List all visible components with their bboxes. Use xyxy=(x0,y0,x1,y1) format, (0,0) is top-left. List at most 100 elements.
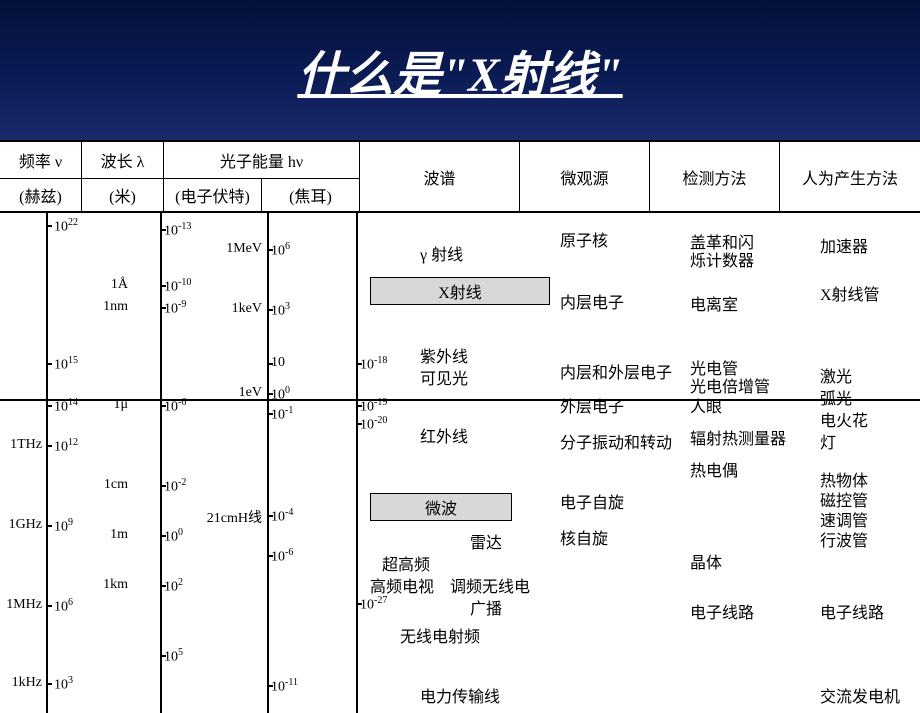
produce-item: 电火花 xyxy=(820,407,868,431)
wave-value: 102 xyxy=(164,577,183,596)
hdr-detect-lbl: 检测方法 xyxy=(682,149,746,205)
joule-value: 10-18 xyxy=(360,355,387,374)
hdr-source: 微观源 xyxy=(520,142,650,211)
detect-item: 电离室 xyxy=(690,291,738,315)
joule-value: 10-19 xyxy=(360,397,387,416)
ev-value: 10 xyxy=(271,355,285,371)
hdr-energy-top: 光子能量 hν xyxy=(220,142,303,178)
axis-line xyxy=(46,213,48,713)
hdr-spectrum-lbl: 波谱 xyxy=(423,149,455,205)
source-item: 内层电子 xyxy=(560,289,624,313)
tick-mark xyxy=(46,525,52,527)
freq-value: 1015 xyxy=(54,355,78,374)
produce-item: 电子线路 xyxy=(820,599,884,623)
hdr-energy: 光子能量 hν (电子伏特) (焦耳) xyxy=(164,142,360,211)
spectrum-item: 超高频 xyxy=(382,551,430,575)
axis-line xyxy=(356,213,358,713)
source-item: 核自旋 xyxy=(560,525,608,549)
wave-name: 1μ xyxy=(113,397,128,413)
wave-value: 10-2 xyxy=(164,477,186,496)
page-title: 什么是"X射线" xyxy=(297,35,622,105)
produce-item: 行波管 xyxy=(820,527,868,551)
wave-name: 1m xyxy=(110,527,128,543)
ev-value: 106 xyxy=(271,241,290,260)
produce-item: 灯 xyxy=(820,429,836,453)
produce-item: 交流发电机 xyxy=(820,683,900,707)
ev-name: 1eV xyxy=(239,385,262,401)
wave-value: 100 xyxy=(164,527,183,546)
highlight-band: X射线 xyxy=(370,277,550,305)
hdr-produce: 人为产生方法 xyxy=(780,142,920,211)
visible-light-line xyxy=(0,399,920,401)
detect-item: 热电偶 xyxy=(690,457,738,481)
source-item: 分子振动和转动 xyxy=(560,429,672,453)
ev-name: 1keV xyxy=(232,301,262,317)
wave-name: 1cm xyxy=(104,477,128,493)
table-header: 频率 ν (赫兹) 波长 λ (米) 光子能量 hν (电子伏特) (焦耳) 波… xyxy=(0,140,920,213)
source-item: 电子自旋 xyxy=(560,489,624,513)
axis-line xyxy=(160,213,162,713)
freq-value: 1022 xyxy=(54,217,78,236)
tick-mark xyxy=(46,405,52,407)
produce-item: X射线管 xyxy=(820,281,880,305)
spectrum-chart: 10221015101410121THz1091GHz1061MHz1031kH… xyxy=(0,213,920,713)
produce-item: 弧光 xyxy=(820,385,852,409)
freq-value: 1014 xyxy=(54,397,78,416)
produce-item: 加速器 xyxy=(820,233,868,257)
wave-value: 10-13 xyxy=(164,221,191,240)
wave-name: 1km xyxy=(103,577,128,593)
hdr-freq-top: 频率 ν xyxy=(19,142,62,178)
highlight-band: 微波 xyxy=(370,493,512,521)
ev-value: 10-6 xyxy=(271,547,293,566)
spectrum-item: 无线电射频 xyxy=(400,623,480,647)
ev-value: 103 xyxy=(271,301,290,320)
joule-value: 10-27 xyxy=(360,595,387,614)
wave-value: 105 xyxy=(164,647,183,666)
detect-item: 电子线路 xyxy=(690,599,754,623)
hdr-energy-sub2: (焦耳) xyxy=(262,179,359,211)
wave-value: 10-6 xyxy=(164,397,186,416)
hdr-detect: 检测方法 xyxy=(650,142,780,211)
wave-name: 1nm xyxy=(103,299,128,315)
freq-name: 1GHz xyxy=(9,517,42,533)
hdr-freq-sub: (赫兹) xyxy=(0,179,81,211)
hdr-wave-sub: (米) xyxy=(82,179,163,211)
source-item: 外层电子 xyxy=(560,393,624,417)
hdr-wave-top: 波长 λ xyxy=(101,142,145,178)
spectrum-item: 高频电视 xyxy=(370,573,434,597)
ev-value: 10-11 xyxy=(271,677,298,696)
freq-value: 109 xyxy=(54,517,73,536)
spectrum-item: 调频无线电 xyxy=(450,573,530,597)
freq-name: 1THz xyxy=(10,437,42,453)
wave-name: 1Å xyxy=(111,277,128,293)
spectrum-item: 广播 xyxy=(470,595,502,619)
spectrum-item: 可见光 xyxy=(420,365,468,389)
tick-mark xyxy=(46,445,52,447)
tick-mark xyxy=(46,605,52,607)
freq-value: 106 xyxy=(54,597,73,616)
axis-line xyxy=(267,213,269,713)
joule-value: 10-20 xyxy=(360,415,387,434)
wave-value: 10-10 xyxy=(164,277,191,296)
spectrum-item: 雷达 xyxy=(470,529,502,553)
tick-mark xyxy=(46,683,52,685)
ev-value: 10-4 xyxy=(271,507,293,526)
ev-value: 100 xyxy=(271,385,290,404)
ev-name: 1MeV xyxy=(226,241,262,257)
hdr-freq: 频率 ν (赫兹) xyxy=(0,142,82,211)
hdr-produce-lbl: 人为产生方法 xyxy=(802,149,898,205)
source-item: 内层和外层电子 xyxy=(560,359,672,383)
produce-item: 激光 xyxy=(820,363,852,387)
source-item: 原子核 xyxy=(560,227,608,251)
spectrum-item: 红外线 xyxy=(420,423,468,447)
tick-mark xyxy=(46,363,52,365)
wave-value: 10-9 xyxy=(164,299,186,318)
detect-item: 烁计数器 xyxy=(690,247,754,271)
freq-name: 1MHz xyxy=(6,597,42,613)
freq-value: 103 xyxy=(54,675,73,694)
title-bar: 什么是"X射线" xyxy=(0,0,920,140)
detect-item: 人眼 xyxy=(690,393,722,417)
spectrum-item: 电力传输线 xyxy=(420,683,500,707)
tick-mark xyxy=(46,225,52,227)
spectrum-item: γ 射线 xyxy=(420,241,463,265)
